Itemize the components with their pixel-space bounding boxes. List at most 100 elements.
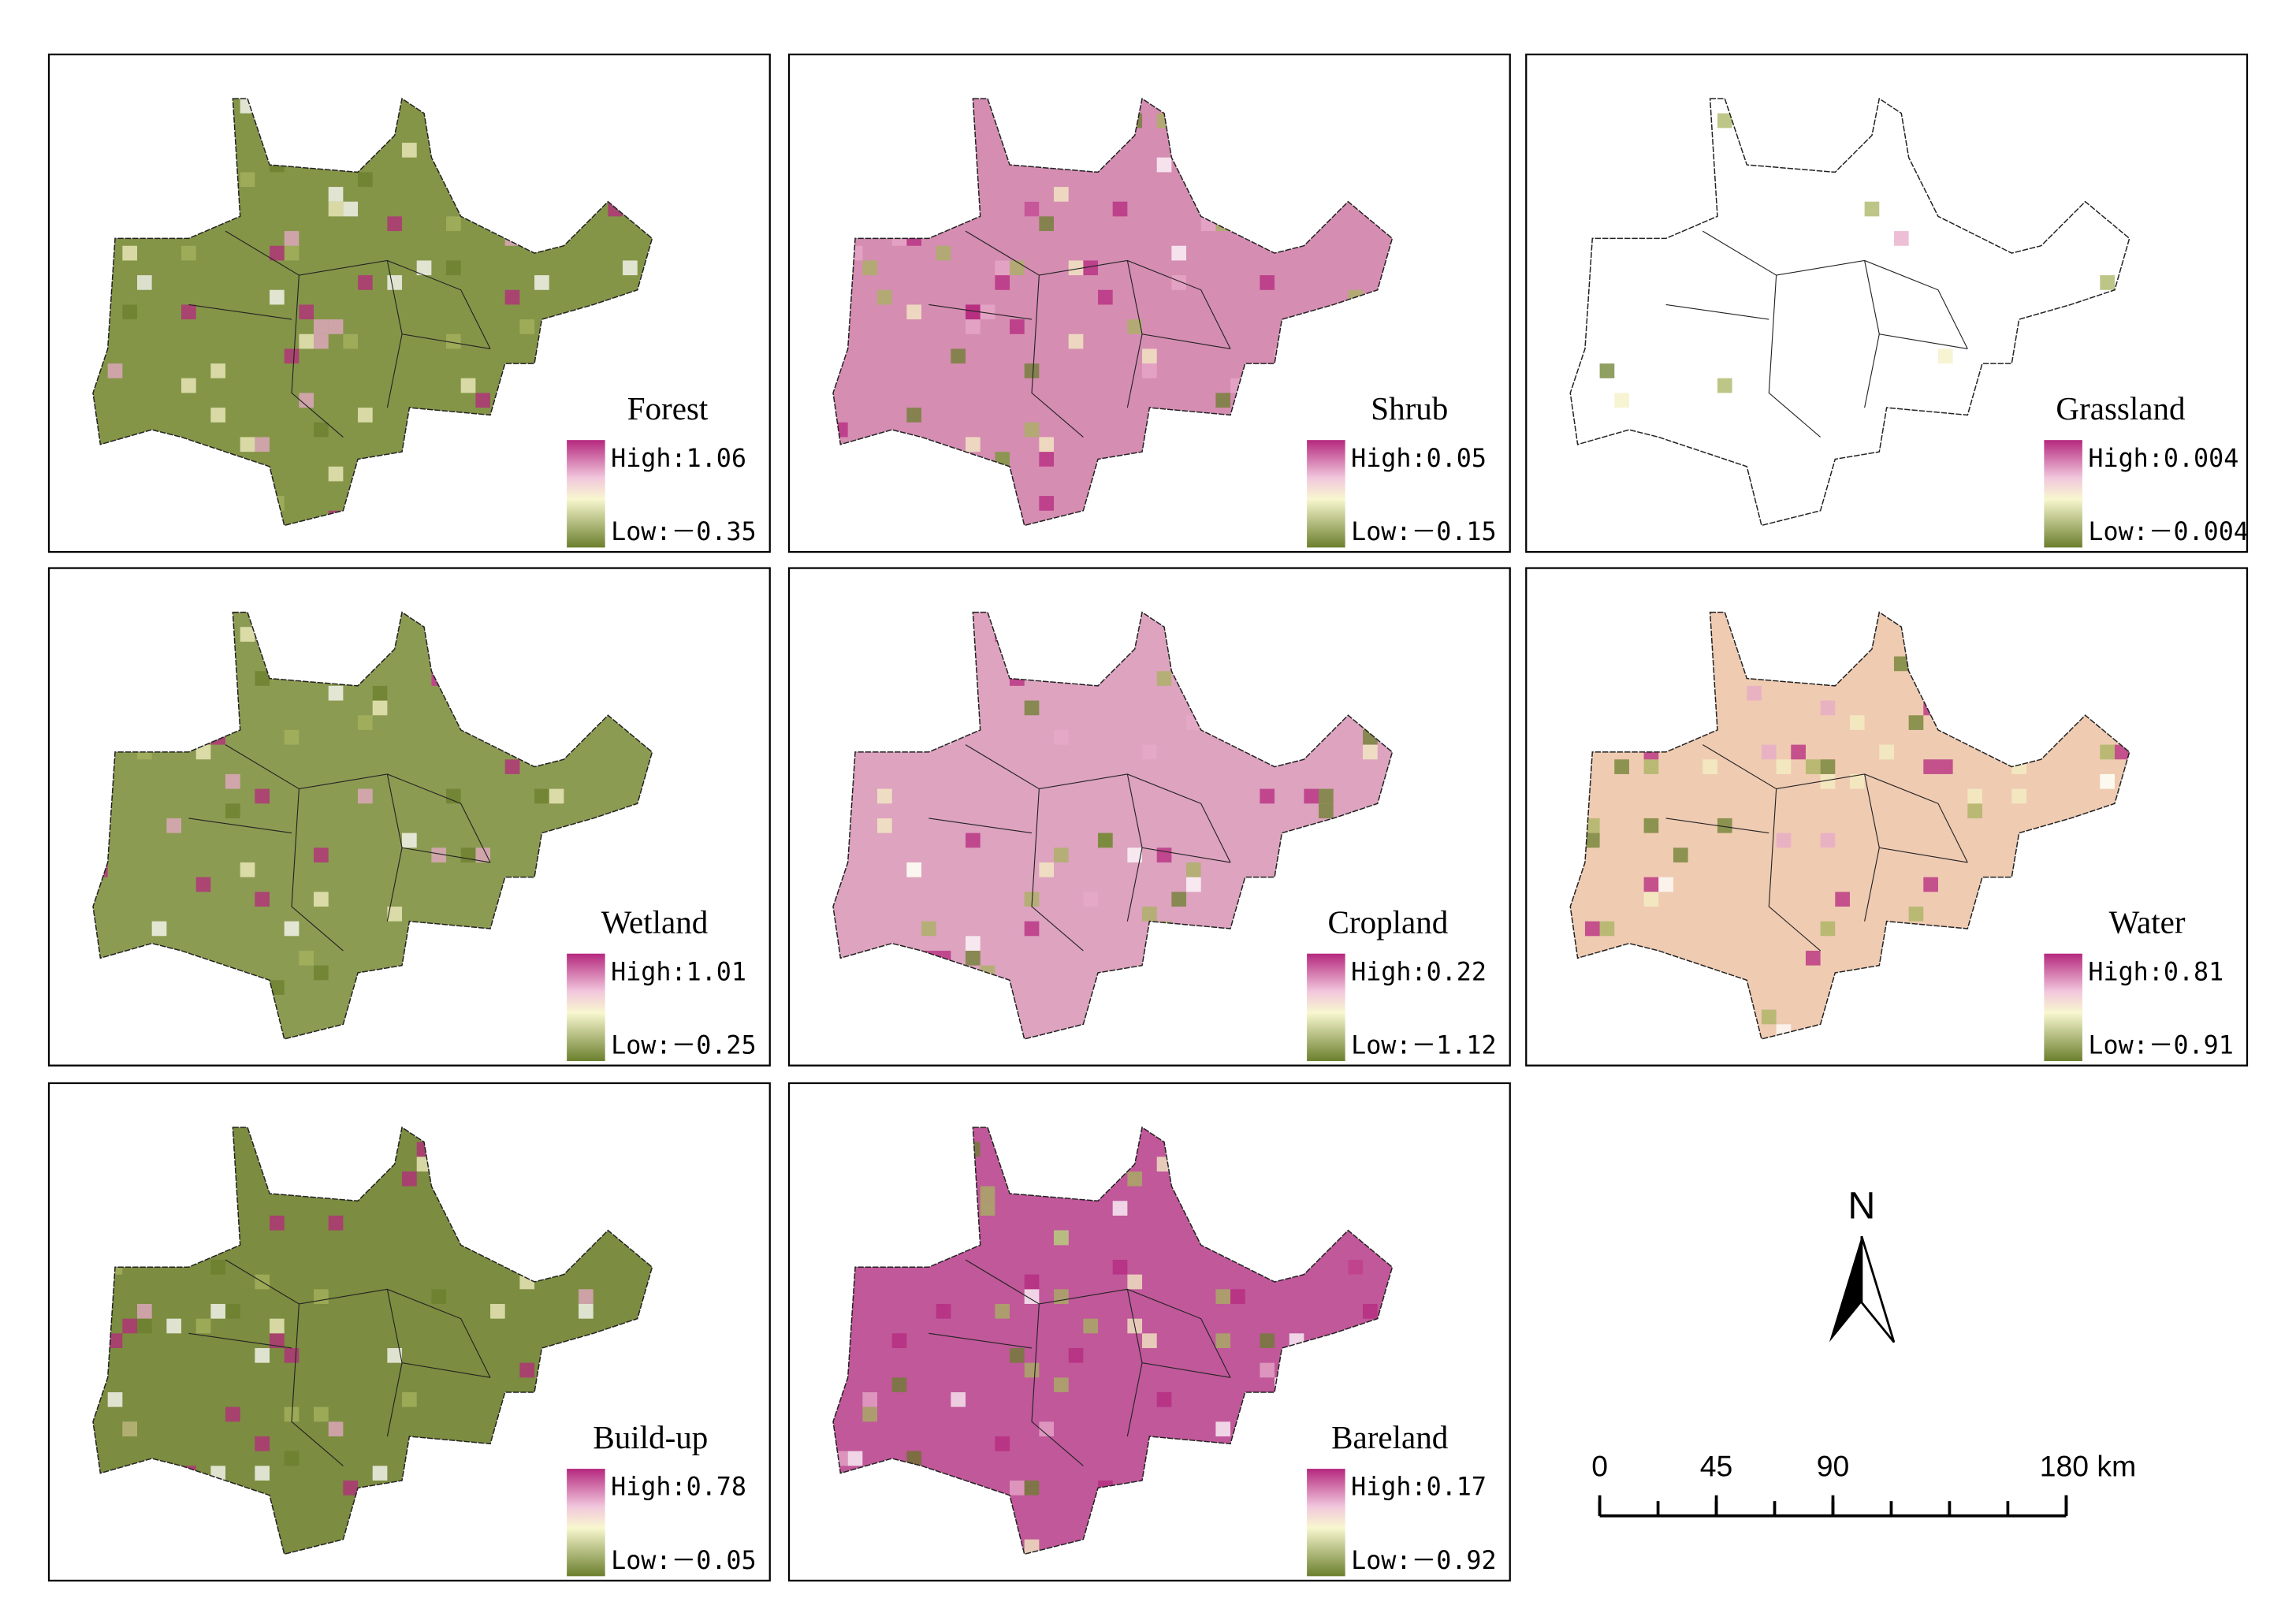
grid-cell — [1054, 729, 1069, 745]
grid-cell — [314, 1406, 329, 1422]
grid-cell — [255, 788, 270, 804]
grid-cell — [328, 187, 344, 202]
panel-title: Build-up — [593, 1419, 708, 1455]
north-arrow — [1860, 1235, 1896, 1343]
grid-cell — [1054, 1230, 1069, 1246]
grid-cell — [1761, 1009, 1777, 1025]
grid-cell — [358, 275, 373, 290]
grid-cell — [1039, 452, 1055, 467]
grid-cell — [387, 275, 403, 290]
grid-cell — [1142, 348, 1157, 364]
county-boundary — [928, 230, 1231, 438]
legend-high: High:0.17 — [1351, 1473, 1487, 1502]
grid-cell — [1908, 906, 1924, 922]
grid-cell — [328, 319, 344, 334]
county-boundary — [188, 1259, 491, 1466]
grid-cell — [137, 1318, 152, 1334]
grid-cell — [847, 1451, 863, 1466]
grid-cell — [343, 1480, 359, 1496]
grid-cell — [284, 1451, 300, 1466]
legend-ramp — [567, 1469, 605, 1577]
boundary — [1569, 611, 2130, 1040]
grid-cell — [1260, 1362, 1275, 1378]
panel-title: Cropland — [1328, 904, 1449, 941]
grid-cell — [1967, 788, 1982, 804]
grid-cell — [1024, 892, 1040, 907]
grid-cell — [181, 245, 196, 261]
grid-cell — [1643, 877, 1659, 892]
grid-cell — [270, 289, 285, 305]
region — [1570, 612, 2130, 1039]
legend-high: High:0.22 — [1351, 958, 1487, 986]
grid-cell — [1024, 422, 1040, 438]
grid-cell — [446, 333, 461, 349]
county-boundary — [928, 1259, 1231, 1466]
panel-title: Bareland — [1331, 1419, 1449, 1455]
grid-cell — [1142, 906, 1157, 922]
grid-cell — [210, 1303, 226, 1319]
grid-cell — [490, 1303, 505, 1319]
grid-cell — [534, 275, 549, 290]
grid-cell — [166, 1318, 182, 1334]
grid-cell — [210, 363, 226, 378]
legend-ramp — [1307, 440, 1345, 548]
grid-cell — [1024, 201, 1040, 217]
region — [833, 1127, 1393, 1555]
grid-cell — [1024, 700, 1040, 716]
grid-cell — [1849, 773, 1865, 789]
grid-cell — [328, 685, 344, 701]
grid-cell — [475, 393, 491, 408]
grid-cell — [1024, 1480, 1040, 1496]
legend-high: High:0.004 — [2088, 445, 2238, 473]
legend-ramp — [2044, 953, 2082, 1061]
grid-cell — [1127, 1171, 1143, 1186]
grid-cell — [122, 1421, 138, 1436]
grid-cell — [314, 847, 329, 862]
grid-cell — [328, 1215, 344, 1231]
grid-cell — [270, 245, 285, 261]
grid-cell — [358, 788, 373, 804]
grid-cell — [240, 172, 255, 188]
grid-cell — [358, 408, 373, 423]
grid-cell — [1098, 289, 1113, 305]
grid-cell — [1937, 759, 1953, 774]
grid-cell — [240, 437, 255, 453]
map-panel: Grassland High:0.004 Low:－0.004 — [1525, 53, 2249, 553]
grid-cell — [431, 1289, 447, 1304]
boundary — [92, 97, 653, 527]
grid-cell — [980, 1201, 995, 1216]
grid-cell — [314, 333, 329, 349]
grid-cell — [107, 1391, 123, 1407]
legend-low: Low:－0.15 — [1351, 518, 1497, 546]
grid-cell — [966, 833, 981, 848]
grid-cell — [195, 1318, 211, 1334]
grid-cell — [519, 319, 535, 334]
grid-cell — [1039, 216, 1055, 232]
grid-cell — [579, 1303, 594, 1319]
grid-cell — [460, 847, 476, 862]
grid-cell — [1805, 759, 1821, 774]
grid-cell — [255, 437, 270, 453]
grid-cell — [284, 729, 300, 745]
grid-cell — [358, 172, 373, 188]
grid-cell — [270, 1333, 285, 1348]
map-panel: Build-up High:0.78 Low:－0.05 — [47, 1082, 771, 1582]
map-panel: Water High:0.81 Low:－0.91 — [1525, 567, 2249, 1067]
grid-cell — [2100, 744, 2115, 760]
grid-cell — [862, 1406, 878, 1422]
legend-high: High:1.01 — [611, 958, 746, 986]
grid-cell — [1142, 363, 1157, 378]
grid-cell — [1584, 921, 1600, 937]
panel-title: Grassland — [2056, 390, 2186, 427]
grid-cell — [402, 1391, 417, 1407]
legend-low: Low:－0.05 — [611, 1547, 757, 1575]
grid-cell — [255, 1347, 270, 1363]
legend-low: Low:－0.91 — [2088, 1032, 2234, 1060]
legend-ramp — [2044, 440, 2082, 548]
grid-cell — [1024, 1274, 1040, 1290]
region — [833, 612, 1393, 1039]
grid-cell — [1717, 818, 1732, 833]
grid-cell — [431, 847, 447, 862]
panel-title: Wetland — [601, 904, 709, 941]
grid-cell — [1156, 847, 1172, 862]
